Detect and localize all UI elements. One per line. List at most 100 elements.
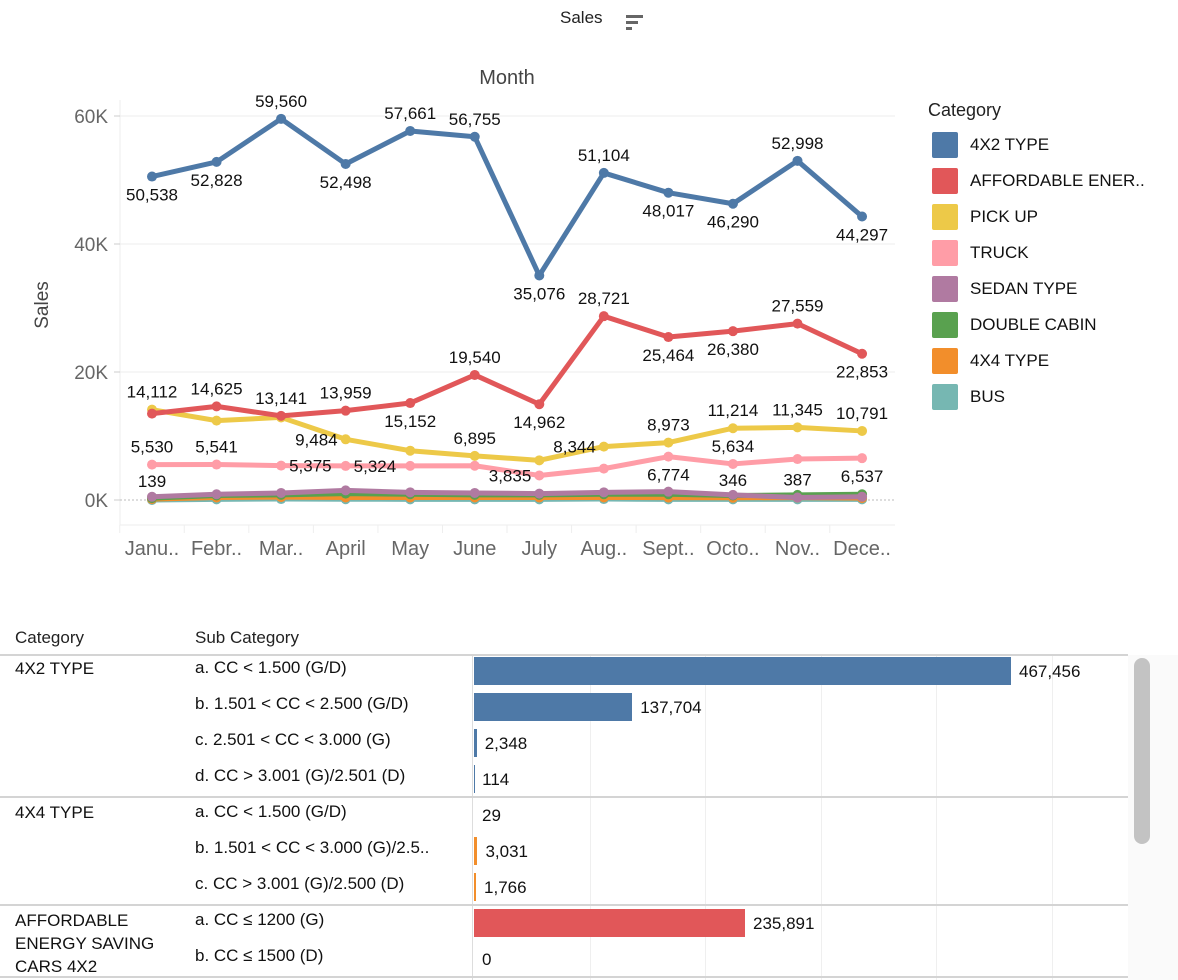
column-header-category[interactable]: Category: [15, 628, 84, 647]
x-tick-label: July: [522, 538, 558, 560]
x-tick-label: April: [326, 538, 366, 560]
data-point: [792, 422, 803, 433]
data-point: [792, 318, 803, 329]
sub-category-label: b. 1.501 < CC < 3.000 (G)/2.5..: [195, 838, 430, 857]
data-label: 19,540: [449, 348, 501, 367]
data-point: [405, 460, 416, 471]
series-line-4x2-type: [149, 116, 865, 279]
x-axis-title: Month: [479, 67, 535, 89]
bar-mark[interactable]: [474, 909, 745, 937]
data-point: [663, 332, 674, 343]
sub-category-label: b. CC ≤ 1500 (D): [195, 946, 324, 965]
data-point: [534, 488, 545, 499]
data-label: 44,297: [836, 225, 888, 244]
x-tick-label: Aug..: [580, 538, 627, 560]
data-point: [534, 455, 545, 466]
category-label: 4X4 TYPE: [15, 803, 95, 822]
data-point: [276, 487, 287, 498]
row-divider: [0, 976, 1128, 978]
legend-item[interactable]: BUS: [928, 379, 1145, 415]
data-point: [534, 470, 545, 481]
data-label: 14,962: [513, 413, 565, 432]
sub-category-label: b. 1.501 < CC < 2.500 (G/D): [195, 694, 409, 713]
data-label: 8,973: [647, 416, 690, 435]
sheet-title: Sales: [560, 8, 603, 27]
data-label: 13,141: [255, 389, 307, 408]
x-tick-label: Octo..: [706, 538, 759, 560]
data-point: [857, 453, 868, 464]
bar-mark[interactable]: [474, 873, 477, 901]
data-label: 56,755: [449, 110, 501, 129]
bar-value-label: 467,456: [1019, 662, 1081, 681]
data-label: 6,895: [453, 429, 496, 448]
data-point: [211, 459, 222, 470]
data-label: 26,380: [707, 340, 759, 359]
data-point: [405, 445, 416, 456]
scrollbar-thumb[interactable]: [1134, 658, 1150, 844]
data-label: 9,484: [295, 430, 338, 449]
bar-value-label: 235,891: [752, 914, 815, 933]
bar-mark[interactable]: [474, 837, 478, 865]
data-point: [663, 486, 674, 497]
legend-item[interactable]: PICK UP: [928, 199, 1145, 235]
data-point: [857, 348, 868, 359]
bar-value-label: 0: [482, 950, 492, 969]
data-label: 6,774: [647, 466, 690, 485]
legend-label: DOUBLE CABIN: [970, 315, 1097, 334]
data-label: 52,828: [191, 171, 243, 190]
legend: Category 4X2 TYPE AFFORDABLE ENER.. PICK U…: [928, 100, 1145, 415]
data-label: 22,853: [836, 363, 888, 382]
data-label: 5,634: [712, 437, 755, 456]
data-point: [211, 489, 222, 500]
data-label: 139: [138, 472, 166, 491]
data-point: [211, 401, 222, 412]
data-point: [598, 311, 609, 322]
bar-mark[interactable]: [474, 657, 1011, 685]
legend-item[interactable]: 4X2 TYPE: [928, 127, 1145, 163]
data-point: [727, 458, 738, 469]
gridline-vertical: [820, 655, 822, 980]
data-point: [405, 487, 416, 498]
data-point: [469, 450, 480, 461]
legend-item[interactable]: TRUCK: [928, 235, 1145, 271]
legend-swatch: [932, 240, 958, 266]
sort-descending-icon[interactable]: [624, 12, 646, 34]
data-point: [598, 167, 609, 178]
sub-category-label: d. CC > 3.001 (G)/2.501 (D): [195, 766, 406, 785]
legend-swatch: [932, 204, 958, 230]
data-label: 5,375: [289, 457, 332, 476]
legend-item[interactable]: 4X4 TYPE: [928, 343, 1145, 379]
data-label: 5,530: [131, 438, 174, 457]
y-tick-label: 40K: [74, 235, 108, 256]
data-point: [276, 113, 287, 124]
legend-item[interactable]: SEDAN TYPE: [928, 271, 1145, 307]
data-point: [857, 491, 868, 502]
data-point: [469, 131, 480, 142]
data-point: [147, 171, 157, 182]
data-label: 11,214: [708, 401, 759, 420]
column-header-sub-category[interactable]: Sub Category: [195, 628, 299, 647]
data-point: [598, 441, 609, 452]
y-tick-label: 60K: [74, 107, 108, 128]
data-point: [598, 487, 609, 498]
legend-swatch: [932, 276, 958, 302]
data-point: [727, 326, 738, 337]
table-divider: [472, 655, 473, 980]
data-label: 387: [783, 471, 811, 490]
x-tick-label: Mar..: [259, 538, 303, 560]
data-point: [340, 485, 351, 496]
legend-item[interactable]: AFFORDABLE ENER..: [928, 163, 1145, 199]
data-point: [469, 460, 480, 471]
row-divider: [0, 654, 1128, 656]
bar-mark[interactable]: [474, 693, 633, 721]
gridline-vertical: [589, 655, 591, 980]
x-tick-label: Nov..: [775, 538, 820, 560]
data-point: [405, 398, 416, 409]
x-tick-label: June: [453, 538, 496, 560]
legend-item[interactable]: DOUBLE CABIN: [928, 307, 1145, 343]
data-label: 46,290: [707, 213, 759, 232]
legend-label: PICK UP: [970, 207, 1039, 226]
legend-swatch: [932, 168, 958, 194]
bar-mark[interactable]: [474, 729, 477, 757]
bar-value-label: 2,348: [484, 734, 528, 753]
